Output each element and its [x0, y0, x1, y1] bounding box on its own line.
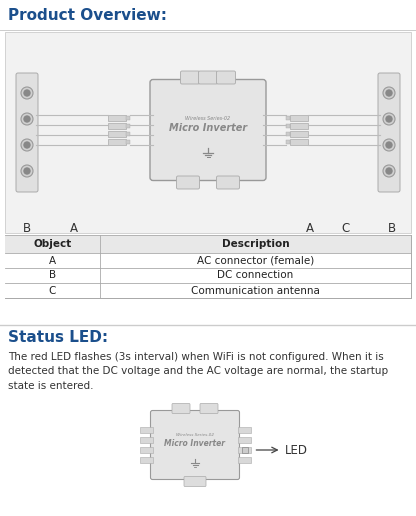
- Bar: [286, 124, 290, 127]
- Text: Description: Description: [222, 239, 289, 249]
- Bar: [286, 132, 290, 136]
- Bar: [5, 235, 411, 253]
- FancyBboxPatch shape: [16, 73, 38, 192]
- Bar: [5, 268, 411, 283]
- Bar: [126, 140, 130, 143]
- Text: Micro Inverter: Micro Inverter: [169, 123, 247, 133]
- FancyBboxPatch shape: [216, 176, 240, 189]
- FancyBboxPatch shape: [198, 71, 218, 84]
- Text: Status LED:: Status LED:: [8, 330, 108, 345]
- Bar: [238, 457, 250, 463]
- Circle shape: [21, 165, 33, 177]
- FancyBboxPatch shape: [151, 411, 240, 479]
- Text: Wireless Series-02: Wireless Series-02: [186, 116, 230, 121]
- Bar: [126, 124, 130, 127]
- Bar: [238, 447, 250, 453]
- Text: LED: LED: [285, 443, 307, 457]
- Circle shape: [383, 139, 395, 151]
- FancyBboxPatch shape: [172, 404, 190, 413]
- Bar: [126, 132, 130, 136]
- Bar: [126, 116, 130, 120]
- Circle shape: [24, 116, 30, 122]
- Text: Communication antenna: Communication antenna: [191, 285, 320, 296]
- Bar: [5, 253, 411, 268]
- Bar: [290, 123, 308, 129]
- Bar: [5, 32, 411, 233]
- Text: Micro Inverter: Micro Inverter: [164, 440, 225, 448]
- Bar: [139, 427, 153, 433]
- Text: Product Overview:: Product Overview:: [8, 8, 167, 23]
- Text: A: A: [306, 222, 314, 235]
- FancyBboxPatch shape: [184, 476, 206, 487]
- Text: DC connection: DC connection: [218, 270, 294, 281]
- Bar: [286, 140, 290, 143]
- Circle shape: [383, 113, 395, 125]
- Text: A: A: [70, 222, 78, 235]
- Text: The red LED flashes (3s interval) when WiFi is not configured. When it is
detect: The red LED flashes (3s interval) when W…: [8, 352, 388, 391]
- Bar: [139, 437, 153, 443]
- Text: C: C: [341, 222, 349, 235]
- Bar: [290, 139, 308, 145]
- FancyBboxPatch shape: [176, 176, 200, 189]
- Circle shape: [386, 116, 392, 122]
- Text: B: B: [49, 270, 56, 281]
- Bar: [290, 131, 308, 137]
- Bar: [108, 123, 126, 129]
- Circle shape: [21, 139, 33, 151]
- Circle shape: [24, 142, 30, 148]
- Circle shape: [21, 87, 33, 99]
- Text: C: C: [49, 285, 56, 296]
- Circle shape: [24, 168, 30, 174]
- Circle shape: [386, 142, 392, 148]
- FancyBboxPatch shape: [216, 71, 235, 84]
- Bar: [238, 437, 250, 443]
- Text: Wireless Series-02: Wireless Series-02: [176, 433, 214, 437]
- Bar: [242, 447, 248, 453]
- FancyBboxPatch shape: [200, 404, 218, 413]
- Bar: [108, 139, 126, 145]
- Text: Object: Object: [33, 239, 72, 249]
- Bar: [108, 131, 126, 137]
- Bar: [108, 115, 126, 121]
- Text: B: B: [388, 222, 396, 235]
- Text: AC connector (female): AC connector (female): [197, 255, 314, 266]
- Bar: [290, 115, 308, 121]
- Text: A: A: [49, 255, 56, 266]
- Circle shape: [21, 113, 33, 125]
- Text: B: B: [23, 222, 31, 235]
- Circle shape: [383, 165, 395, 177]
- Bar: [5, 283, 411, 298]
- FancyBboxPatch shape: [150, 79, 266, 181]
- Bar: [238, 427, 250, 433]
- Circle shape: [386, 90, 392, 96]
- Bar: [139, 457, 153, 463]
- Circle shape: [386, 168, 392, 174]
- FancyBboxPatch shape: [378, 73, 400, 192]
- Circle shape: [24, 90, 30, 96]
- Circle shape: [383, 87, 395, 99]
- Bar: [139, 447, 153, 453]
- Bar: [286, 116, 290, 120]
- FancyBboxPatch shape: [181, 71, 200, 84]
- Bar: [5, 235, 411, 298]
